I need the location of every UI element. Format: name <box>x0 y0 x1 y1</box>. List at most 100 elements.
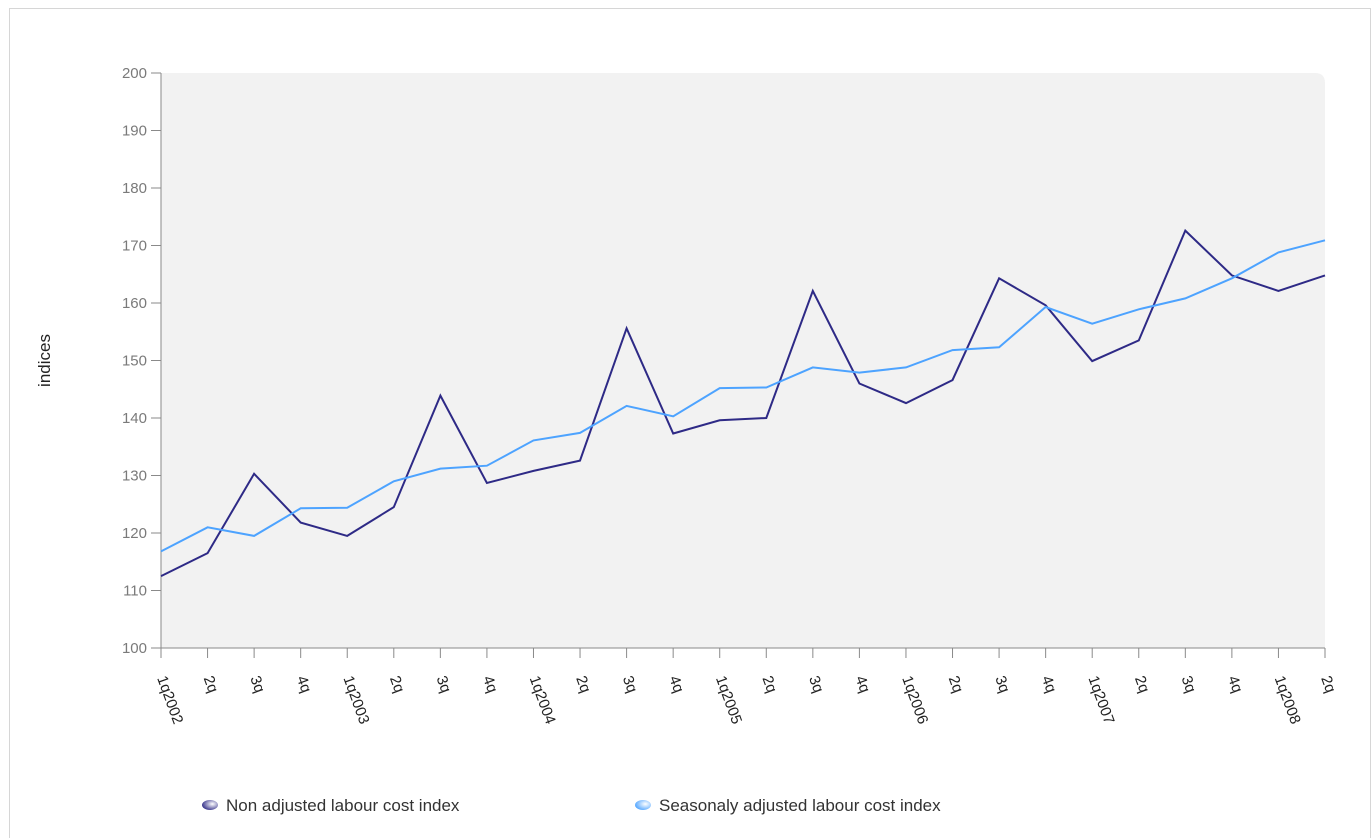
x-axis-group: 1q2002 2q 3q 4q 1q2003 2q 3q 4q 1q2004 2q 3q 4q 1q20… <box>153 647 1339 727</box>
data-point <box>1275 288 1281 294</box>
legend-label: Non adjusted labour cost index <box>226 796 460 815</box>
data-point <box>1136 337 1142 343</box>
data-point <box>298 505 304 511</box>
legend-label: Seasonaly adjusted labour cost index <box>659 796 941 815</box>
data-point <box>391 478 397 484</box>
series-line-non-adjusted <box>160 228 1326 577</box>
data-point <box>577 430 583 436</box>
data-point <box>903 364 909 370</box>
x-tick-label: 4q <box>1224 674 1246 695</box>
data-point <box>1089 321 1095 327</box>
y-tick-label: 190 <box>122 123 147 140</box>
data-point <box>763 415 769 421</box>
x-tick-label: 3q <box>619 674 641 695</box>
data-point <box>344 533 350 539</box>
legend-marker <box>202 800 218 810</box>
data-point <box>437 393 443 399</box>
y-tick-label: 100 <box>122 640 147 657</box>
data-point <box>298 520 304 526</box>
x-tick-label: 2q <box>572 674 594 695</box>
data-point <box>763 385 769 391</box>
data-point <box>1322 237 1328 243</box>
legend-marker <box>635 800 651 810</box>
x-tick-label: 1q2007 <box>1084 674 1117 727</box>
series-line-seasonally-adjusted <box>160 239 1326 553</box>
data-point <box>1229 275 1235 281</box>
data-point <box>205 524 211 530</box>
data-point <box>810 364 816 370</box>
data-point <box>1043 304 1049 310</box>
data-point <box>158 548 164 554</box>
plot-area-background <box>161 73 1325 648</box>
y-axis-group: 100 110 120 130 140 150 160 170 180 190 200 <box>122 65 162 657</box>
x-tick-label: 4q <box>1038 674 1060 695</box>
x-tick-label: 2q <box>945 674 967 695</box>
data-point <box>484 463 490 469</box>
data-point <box>437 466 443 472</box>
x-tick-label: 3q <box>991 674 1013 695</box>
data-point <box>996 275 1002 281</box>
x-tick-label: 2q <box>1317 674 1339 695</box>
data-point <box>950 377 956 383</box>
x-tick-label: 1q2002 <box>153 674 186 727</box>
x-tick-label: 4q <box>479 674 501 695</box>
data-point <box>903 400 909 406</box>
data-point <box>810 288 816 294</box>
data-point <box>530 468 536 474</box>
data-point <box>1322 272 1328 278</box>
data-point <box>205 550 211 556</box>
y-tick-label: 140 <box>122 410 147 427</box>
x-tick-label: 2q <box>759 674 781 695</box>
data-point <box>344 505 350 511</box>
data-point <box>717 417 723 423</box>
x-tick-label: 3q <box>246 674 268 695</box>
data-point <box>856 370 862 376</box>
x-tick-label: 1q2004 <box>526 674 559 727</box>
data-point <box>484 480 490 486</box>
series-group <box>158 228 1328 579</box>
x-tick-label: 4q <box>665 674 687 695</box>
data-point <box>251 471 257 477</box>
data-point <box>856 381 862 387</box>
y-tick-label: 130 <box>122 468 147 485</box>
x-tick-label: 2q <box>1131 674 1153 695</box>
data-point <box>577 458 583 464</box>
line-chart: 100 110 120 130 140 150 160 170 180 190 200 1q2002… <box>35 65 1339 815</box>
data-point <box>950 347 956 353</box>
legend: Non adjusted labour cost index Seasonaly … <box>202 796 941 815</box>
x-tick-label: 1q2006 <box>898 674 931 727</box>
y-tick-label: 150 <box>122 353 147 370</box>
data-point <box>1136 306 1142 312</box>
data-point <box>624 403 630 409</box>
y-tick-label: 120 <box>122 525 147 542</box>
x-tick-label: 3q <box>433 674 455 695</box>
x-tick-label: 1q2003 <box>339 674 372 727</box>
y-tick-label: 160 <box>122 295 147 312</box>
y-axis-label-group: indices <box>35 334 54 387</box>
data-point <box>717 385 723 391</box>
x-tick-label: 2q <box>386 674 408 695</box>
x-tick-label: 1q2005 <box>712 674 745 727</box>
x-tick-label: 1q2008 <box>1271 674 1304 727</box>
data-point <box>624 325 630 331</box>
data-point <box>251 533 257 539</box>
data-point <box>1089 358 1095 364</box>
y-axis-label: indices <box>35 334 54 387</box>
y-tick-label: 180 <box>122 180 147 197</box>
data-point <box>158 573 164 579</box>
data-point <box>1182 228 1188 234</box>
data-point <box>1275 249 1281 255</box>
data-point <box>530 437 536 443</box>
plot-background-group <box>161 73 1325 648</box>
x-tick-label: 3q <box>1178 674 1200 695</box>
data-point <box>670 431 676 437</box>
y-tick-label: 200 <box>122 65 147 82</box>
data-point <box>996 344 1002 350</box>
y-tick-label: 170 <box>122 238 147 255</box>
x-tick-label: 2q <box>200 674 222 695</box>
data-point <box>391 504 397 510</box>
data-point <box>670 413 676 419</box>
x-tick-label: 3q <box>805 674 827 695</box>
y-tick-label: 110 <box>123 583 147 600</box>
chart-frame: 100 110 120 130 140 150 160 170 180 190 200 1q2002… <box>9 8 1371 838</box>
